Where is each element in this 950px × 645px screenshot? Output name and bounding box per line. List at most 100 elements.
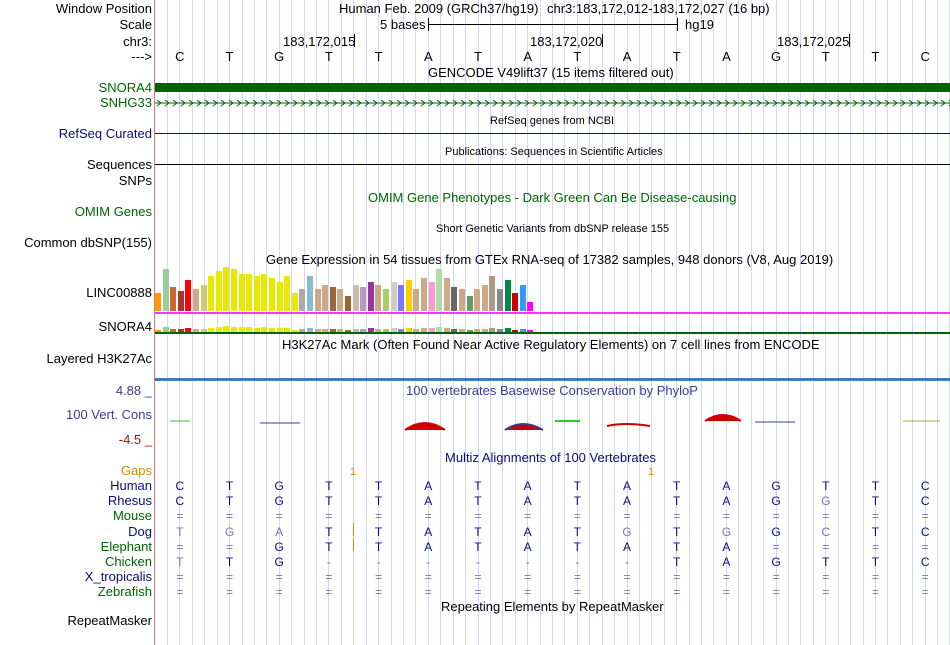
gtex-tissue-bar[interactable] <box>253 276 260 311</box>
gtex-tissue-bar[interactable] <box>345 330 352 332</box>
gtex-tissue-bar[interactable] <box>337 329 344 332</box>
gtex-tissue-bar[interactable] <box>329 329 336 332</box>
gtex-tissue-bar[interactable] <box>238 274 245 311</box>
gtex-tissue-bar[interactable] <box>291 330 298 332</box>
gtex-tissue-bar[interactable] <box>185 328 192 332</box>
position-readout[interactable]: chr3:183,172,012-183,172,027 (16 bp) <box>547 1 770 16</box>
gencode-gene-snora4[interactable] <box>155 83 950 92</box>
phylop-track-label[interactable]: 100 Vert. Cons <box>66 407 152 422</box>
gtex-tissue-bar[interactable] <box>512 293 519 311</box>
repeatmasker-track-label[interactable]: RepeatMasker <box>67 613 152 628</box>
gtex-tissue-bar[interactable] <box>246 327 253 332</box>
gtex-tissue-bar[interactable] <box>253 328 260 332</box>
gtex-tissue-bar[interactable] <box>398 329 405 332</box>
gtex-tissue-bar[interactable] <box>177 329 184 332</box>
gtex-tissue-bar[interactable] <box>352 329 359 332</box>
gtex-tissue-bar[interactable] <box>497 289 504 311</box>
gtex-tissue-bar[interactable] <box>451 329 458 332</box>
gtex-tissue-bar[interactable] <box>329 287 336 311</box>
gtex-tissue-bar[interactable] <box>383 329 390 332</box>
species-label-dog[interactable]: Dog <box>128 523 152 539</box>
gtex-tissue-bar[interactable] <box>466 330 473 332</box>
species-label-elephant[interactable]: Elephant <box>100 538 152 554</box>
gtex-tissue-bar[interactable] <box>307 328 314 332</box>
gtex-tissue-bar[interactable] <box>223 326 230 332</box>
species-label-human[interactable]: Human <box>110 478 152 493</box>
gtex-tissue-bar[interactable] <box>367 282 374 311</box>
h3k27ac-signal[interactable] <box>155 378 950 381</box>
gtex-tissue-bar[interactable] <box>367 328 374 332</box>
gtex-tissue-bar[interactable] <box>383 289 390 311</box>
gtex-tissue-bar[interactable] <box>299 329 306 332</box>
gtex-tissue-bar[interactable] <box>185 280 192 311</box>
gtex-tissue-bar[interactable] <box>314 329 321 332</box>
gtex-tissue-bar[interactable] <box>322 329 329 332</box>
gtex-tissue-bar[interactable] <box>231 269 238 311</box>
gtex-tissue-bar[interactable] <box>459 329 466 332</box>
species-label-chicken[interactable]: Chicken <box>105 554 152 569</box>
gtex-tissue-bar[interactable] <box>428 282 435 311</box>
gencode-gene-snora4-label[interactable]: SNORA4 <box>98 80 152 95</box>
gtex-tissue-bar[interactable] <box>360 329 367 332</box>
gtex-tissue-bar[interactable] <box>443 328 450 332</box>
gtex-tissue-bar[interactable] <box>390 328 397 332</box>
gtex-tissue-bar[interactable] <box>375 285 382 311</box>
gtex-tissue-bar[interactable] <box>208 276 215 311</box>
gtex-gene-snora4-label[interactable]: SNORA4 <box>98 319 152 334</box>
gtex-tissue-bar[interactable] <box>512 330 519 332</box>
gtex-tissue-bar[interactable] <box>481 329 488 332</box>
gtex-tissue-bar[interactable] <box>489 328 496 332</box>
species-label-mouse[interactable]: Mouse <box>112 508 152 524</box>
gtex-tissue-bar[interactable] <box>413 289 420 311</box>
pubs-track-label[interactable]: Sequences <box>86 157 152 172</box>
gtex-tissue-bar[interactable] <box>345 296 352 311</box>
gtex-tissue-bar[interactable] <box>284 328 291 332</box>
gtex-tissue-bar[interactable] <box>360 287 367 311</box>
phylop-plot[interactable] <box>155 408 950 438</box>
gtex-tissue-bar[interactable] <box>193 289 200 311</box>
refseq-track-label[interactable]: RefSeq Curated <box>58 126 152 141</box>
gtex-tissue-bar[interactable] <box>284 276 291 311</box>
gtex-tissue-bar[interactable] <box>276 328 283 332</box>
gtex-tissue-bar[interactable] <box>519 329 526 332</box>
gtex-tissue-bar[interactable] <box>177 291 184 311</box>
gtex-tissue-bar[interactable] <box>436 269 443 311</box>
gtex-tissue-bar[interactable] <box>299 289 306 311</box>
gtex-tissue-bar[interactable] <box>276 282 283 311</box>
gtex-tissue-bar[interactable] <box>200 329 207 332</box>
gtex-tissue-bar[interactable] <box>223 267 230 311</box>
gtex-tissue-bar[interactable] <box>261 274 268 311</box>
gtex-tissue-bar[interactable] <box>489 276 496 311</box>
species-label-x_tropicalis[interactable]: X_tropicalis <box>84 569 152 585</box>
gtex-tissue-bar[interactable] <box>375 329 382 332</box>
gtex-tissue-bar[interactable] <box>421 278 428 311</box>
gtex-tissue-bar[interactable] <box>193 329 200 332</box>
gtex-tissue-bar[interactable] <box>443 278 450 311</box>
gtex-expression-bars[interactable] <box>155 267 535 311</box>
gtex-tissue-bar[interactable] <box>413 329 420 332</box>
gtex-tissue-bar[interactable] <box>215 271 222 311</box>
gtex-tissue-bar[interactable] <box>466 296 473 311</box>
gtex-tissue-bar[interactable] <box>390 282 397 311</box>
gtex-tissue-bar[interactable] <box>474 329 481 332</box>
species-label-zebrafish[interactable]: Zebrafish <box>97 584 152 600</box>
species-label-rhesus[interactable]: Rhesus <box>107 493 152 509</box>
gtex-tissue-bar[interactable] <box>269 328 276 332</box>
gtex-tissue-bar[interactable] <box>231 327 238 332</box>
gtex-tissue-bar[interactable] <box>155 330 162 332</box>
gtex-tissue-bar[interactable] <box>436 327 443 332</box>
pubs-line[interactable] <box>155 164 950 165</box>
gtex-tissue-bar[interactable] <box>405 328 412 332</box>
gtex-tissue-bar[interactable] <box>352 285 359 311</box>
gtex-expression-bars-small[interactable] <box>155 324 535 332</box>
gtex-tissue-bar[interactable] <box>200 285 207 311</box>
gtex-tissue-bar[interactable] <box>504 328 511 332</box>
gtex-tissue-bar[interactable] <box>519 285 526 311</box>
gtex-snora4-line[interactable] <box>155 332 950 334</box>
gencode-gene-snhg33[interactable] <box>155 97 950 109</box>
gtex-tissue-bar[interactable] <box>291 293 298 311</box>
gtex-gene-linc00888-label[interactable]: LINC00888 <box>86 285 152 300</box>
omim-track-label[interactable]: OMIM Genes <box>74 204 152 219</box>
gtex-tissue-bar[interactable] <box>481 285 488 311</box>
gencode-gene-snhg33-label[interactable]: SNHG33 <box>99 95 152 110</box>
